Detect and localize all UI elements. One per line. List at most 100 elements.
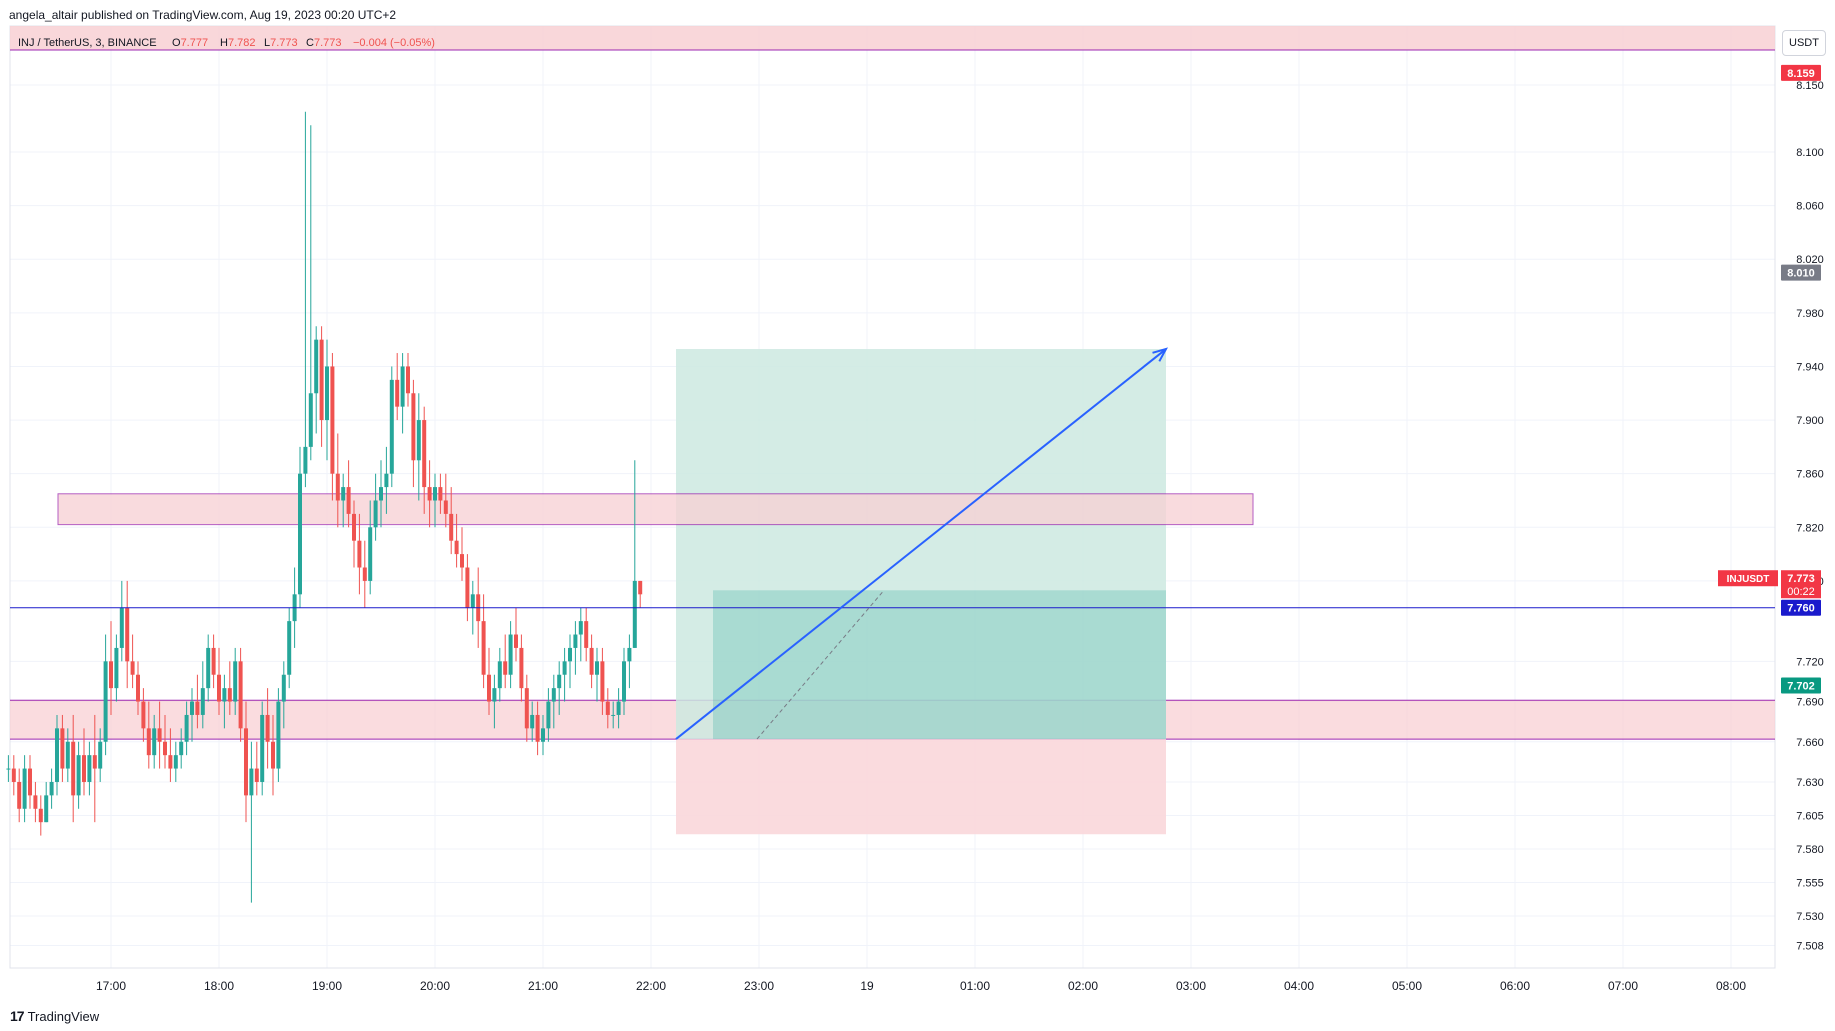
low-value: 7.773 bbox=[270, 37, 298, 49]
currency-button[interactable]: USDT bbox=[1782, 30, 1826, 56]
candle-body bbox=[254, 768, 259, 782]
time-tick-label: 01:00 bbox=[960, 979, 990, 993]
time-tick-label: 04:00 bbox=[1284, 979, 1314, 993]
open-label: O bbox=[172, 37, 181, 49]
candle-body bbox=[6, 768, 11, 770]
trend-arrow-line bbox=[675, 348, 1167, 740]
candle-body bbox=[362, 567, 367, 581]
price-tag-grey-bg bbox=[1781, 264, 1821, 281]
price-tick-label: 7.555 bbox=[1796, 877, 1824, 889]
candle-body bbox=[325, 366, 329, 421]
candle-body bbox=[578, 621, 583, 635]
candle-body bbox=[400, 366, 405, 407]
candle-body bbox=[595, 661, 599, 675]
close-label: C bbox=[306, 37, 314, 49]
candle-body bbox=[546, 701, 551, 729]
svg-text:O7.777: O7.777 bbox=[172, 37, 208, 49]
candle-body bbox=[130, 661, 135, 675]
candle-body bbox=[281, 674, 286, 702]
candle-body bbox=[622, 661, 626, 702]
candle-body bbox=[152, 728, 157, 756]
tradingview-brand[interactable]: 17 TradingView bbox=[10, 1008, 99, 1024]
candle-body bbox=[33, 795, 38, 809]
open-value: 7.777 bbox=[181, 37, 209, 49]
candle-body bbox=[395, 379, 400, 407]
candle-body bbox=[589, 647, 594, 675]
resistance-zone bbox=[57, 493, 1254, 526]
candle-body bbox=[109, 661, 113, 689]
candle-body bbox=[136, 674, 140, 702]
candle-body bbox=[573, 634, 578, 648]
ohlc-legend: INJ / TetherUS, 3, BINANCE O7.777 H7.782… bbox=[18, 37, 435, 49]
candle-body bbox=[433, 487, 437, 501]
price-tick-label: 7.630 bbox=[1796, 777, 1824, 789]
candle-body bbox=[146, 728, 151, 756]
candle-body bbox=[373, 500, 378, 528]
candle-body bbox=[308, 393, 313, 447]
candle-body bbox=[119, 607, 124, 648]
candle-body bbox=[44, 795, 49, 823]
time-tick-label: 19 bbox=[860, 979, 874, 993]
candle-body bbox=[71, 741, 76, 796]
candle-body bbox=[141, 701, 146, 729]
candle-body bbox=[384, 473, 389, 488]
publisher-line: angela_altair published on TradingView.c… bbox=[9, 8, 397, 22]
candles-layer bbox=[6, 111, 643, 903]
price-tag-last-bg bbox=[1781, 570, 1821, 599]
candle-body bbox=[389, 379, 394, 474]
candle-body bbox=[114, 647, 119, 689]
time-tick-label: 08:00 bbox=[1716, 979, 1746, 993]
symbol-tag: INJUSDT bbox=[1727, 574, 1770, 585]
candle-body bbox=[508, 634, 513, 675]
price-axis[interactable]: 8.150 8.100 8.060 8.020 7.980 7.940 7.900 7.860… bbox=[1796, 80, 1824, 953]
candle-body bbox=[163, 741, 167, 756]
candle-body bbox=[211, 647, 216, 675]
price-tag-top-bg bbox=[1781, 64, 1821, 81]
price-tick-label: 7.940 bbox=[1796, 361, 1824, 373]
svg-text:L7.773: L7.773 bbox=[264, 37, 298, 49]
time-tick-label: 17:00 bbox=[96, 979, 126, 993]
candle-body bbox=[190, 701, 194, 715]
candle-body bbox=[465, 567, 470, 608]
time-tick-label: 19:00 bbox=[312, 979, 342, 993]
candle-body bbox=[65, 741, 70, 769]
candle-body bbox=[11, 768, 16, 782]
candle-body bbox=[341, 487, 346, 501]
time-tick-label: 23:00 bbox=[744, 979, 774, 993]
time-tick-label: 02:00 bbox=[1068, 979, 1098, 993]
candle-body bbox=[406, 366, 410, 394]
candle-body bbox=[368, 527, 373, 581]
header-band bbox=[10, 26, 1775, 50]
low-label: L bbox=[264, 37, 270, 49]
candle-body bbox=[157, 728, 162, 742]
candle-body bbox=[184, 714, 189, 742]
tradingview-brand-name: TradingView bbox=[27, 1008, 100, 1024]
candle-body bbox=[244, 728, 248, 796]
stop-zone bbox=[676, 739, 1166, 835]
candle-body bbox=[238, 661, 243, 729]
candle-body bbox=[422, 420, 427, 488]
candle-body bbox=[530, 714, 535, 729]
candle-body bbox=[627, 647, 632, 662]
candle-body bbox=[206, 647, 211, 689]
time-tick-label: 05:00 bbox=[1392, 979, 1422, 993]
candle-body bbox=[524, 688, 529, 729]
candle-body bbox=[616, 701, 621, 715]
candle-body bbox=[541, 728, 545, 742]
time-tick-label: 06:00 bbox=[1500, 979, 1530, 993]
price-tick-label: 7.860 bbox=[1796, 469, 1824, 481]
candle-body bbox=[481, 621, 486, 675]
candle-body bbox=[82, 755, 86, 782]
candle-body bbox=[346, 487, 351, 514]
price-tag-grey: 8.010 bbox=[1787, 268, 1815, 280]
candle-body bbox=[454, 540, 459, 555]
position-dashed-line bbox=[756, 589, 885, 740]
price-tick-label: 7.508 bbox=[1796, 940, 1824, 952]
candle-body bbox=[449, 513, 454, 541]
candle-body bbox=[287, 621, 292, 675]
candle-body bbox=[535, 714, 540, 742]
time-tick-label: 22:00 bbox=[636, 979, 666, 993]
time-axis[interactable]: 17:00 18:00 19:00 20:00 21:00 22:00 23:00 19 01:… bbox=[96, 979, 1746, 993]
